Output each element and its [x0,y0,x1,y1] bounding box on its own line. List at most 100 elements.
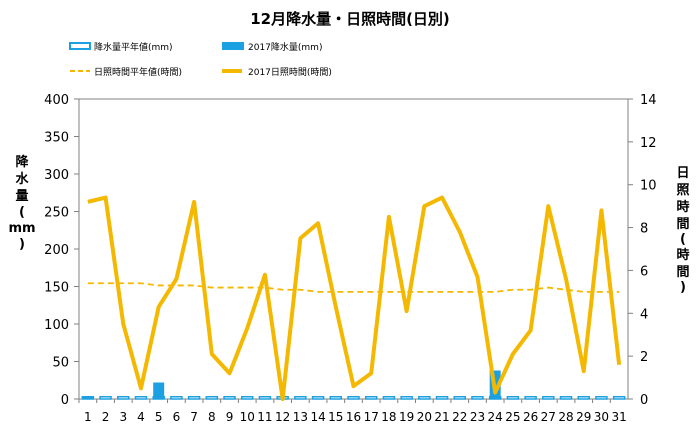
x-tick-label: 22 [452,410,467,424]
x-tick-label: 11 [257,410,272,424]
y-axis-right-title-char: ( [680,232,686,247]
bar-2017-precip [82,396,94,399]
line-normal-sunshine [87,282,620,293]
y-axis-left-ticks: 0 50 100 150 200 250 300 350 400 [44,93,79,408]
bar-normal-precip [418,396,431,400]
y-left-tick-label: 0 [61,393,69,408]
bar-normal-precip [435,396,449,400]
bar-normal-precip [364,396,378,400]
bar-normal-precip [134,396,148,400]
x-tick-label: 13 [293,410,308,424]
bar-normal-precip [542,396,555,400]
legend-label-2017-precip: 2017降水量(mm) [248,41,322,53]
y-right-tick-label: 6 [640,264,648,279]
y-axis-right-title: 日 照 時 間 ( 時 間 ) [676,166,689,295]
y-axis-right-title-char: 間 [676,217,689,232]
legend: 降水量平年値(mm) 2017降水量(mm) 日照時間平年値(時間) 2017日… [69,41,332,78]
x-axis-ticks: 1 2 3 4 5 6 7 8 9 10 11 12 13 14 15 16 17 18 19 20 21 22 23 24 2… [78,399,627,424]
legend-label-normal-sunshine: 日照時間平年値(時間) [94,66,182,78]
x-tick-label: 3 [119,410,127,424]
x-tick-label: 27 [541,410,556,424]
bar-normal-precip [612,396,626,400]
x-tick-label: 4 [137,410,145,424]
bar-normal-precip [187,396,201,400]
x-tick-label: 20 [417,410,432,424]
bar-normal-precip [595,396,608,400]
bar-normal-precip [241,396,254,400]
x-tick-label: 21 [434,410,449,424]
x-tick-label: 9 [226,410,234,424]
y-axis-left-title-char: ( [19,205,25,220]
y-right-tick-label: 14 [640,93,657,108]
legend-label-normal-precip: 降水量平年値(mm) [94,41,173,53]
y-axis-right-title-char: 時 [676,199,689,215]
y-axis-right-title-char: 日 [676,166,689,181]
y-right-tick-label: 8 [640,222,648,237]
y-axis-left-title-char: ) [19,237,25,252]
series-2017-sunshine [87,195,622,401]
x-tick-label: 17 [364,410,379,424]
x-tick-label: 2 [102,410,110,424]
bar-normal-precip [170,396,183,400]
y-axis-right-title-char: 間 [676,265,689,280]
legend-label-2017-sunshine: 2017日照時間(時間) [248,67,332,78]
x-tick-label: 31 [612,410,627,424]
y-axis-right-title-char: 時 [676,247,689,263]
x-tick-label: 24 [488,410,503,424]
legend-swatch-2017-precip [222,42,244,50]
y-left-tick-label: 50 [52,356,69,371]
bar-2017-precip [153,382,165,399]
y-left-tick-label: 400 [44,93,69,108]
x-tick-label: 12 [275,410,290,424]
bar-normal-precip [577,396,590,400]
bar-normal-precip [559,396,573,400]
x-tick-label: 7 [190,410,198,424]
x-tick-label: 29 [576,410,591,424]
y-left-tick-label: 200 [44,243,69,258]
x-tick-label: 19 [399,410,414,424]
y-left-tick-label: 350 [44,131,69,146]
y-right-tick-label: 0 [640,393,648,408]
x-tick-label: 14 [310,410,325,424]
x-tick-label: 25 [505,410,520,424]
chart-title: 12月降水量・日照時間(日別) [250,10,450,28]
y-right-tick-label: 2 [640,350,648,365]
bar-normal-precip [311,396,325,400]
y-axis-right-ticks: 0 2 4 6 8 10 12 14 [628,93,657,408]
bar-normal-precip [223,396,236,400]
y-axis-left-title-char: mm [8,221,35,236]
legend-swatch-normal-precip [69,42,91,50]
y-axis-left-title-char: 降 [15,154,29,170]
bar-normal-precip [294,396,307,400]
y-right-tick-label: 10 [640,179,657,194]
x-tick-label: 15 [328,410,343,424]
bar-normal-precip [471,396,484,400]
x-tick-label: 8 [208,410,216,424]
x-tick-label: 5 [155,410,163,424]
y-axis-right-title-char: ) [680,280,686,295]
bar-normal-precip [329,396,343,400]
series-normal-sunshine [87,282,620,293]
y-left-tick-label: 250 [44,206,69,221]
plot-area [78,98,629,400]
bar-normal-precip [400,396,413,400]
y-axis-right-title-char: 照 [676,183,689,198]
bar-normal-precip [258,396,272,400]
line-2017-sunshine [87,195,622,401]
y-axis-left-title: 降 水 量 ( mm ) [8,154,35,252]
bar-normal-precip [453,396,466,400]
x-tick-label: 30 [594,410,609,424]
y-right-tick-label: 12 [640,136,657,151]
x-tick-label: 1 [84,410,92,424]
y-left-tick-label: 100 [44,318,69,333]
x-tick-label: 23 [470,410,485,424]
x-tick-label: 16 [346,410,361,424]
x-tick-label: 10 [240,410,255,424]
bar-normal-precip [117,396,130,400]
y-axis-left-title-char: 水 [15,171,29,187]
bar-normal-precip [506,396,520,400]
x-tick-label: 26 [523,410,538,424]
y-left-tick-label: 300 [44,168,69,183]
y-left-tick-label: 150 [44,281,69,296]
